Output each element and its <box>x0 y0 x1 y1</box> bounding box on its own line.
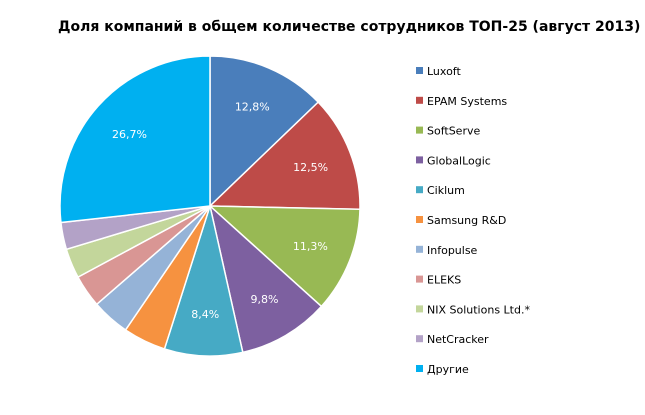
legend-label-globallogic: GlobalLogic <box>427 154 491 167</box>
legend-label-netcracker: NetCracker <box>427 333 489 346</box>
legend-swatch-epam-systems <box>416 96 423 104</box>
pie-slice-softserve <box>207 205 361 308</box>
data-label-epam-systems: 12,5% <box>293 161 328 174</box>
legend-swatch-infopulse <box>416 245 423 253</box>
legend-label-другие: Другие <box>427 363 469 376</box>
data-label-ciklum: 8,4% <box>191 308 219 321</box>
legend-swatch-globallogic <box>416 156 423 164</box>
data-labels: 12,8% 12,5% 11,3% 9,8% 8,4% 26,7% <box>112 101 328 321</box>
data-label-globallogic: 9,8% <box>251 293 279 306</box>
pie-slices <box>59 55 361 357</box>
data-label-luxoft: 12,8% <box>235 101 270 114</box>
pie-slice-globallogic <box>208 203 323 354</box>
legend-swatch-другие <box>416 365 423 372</box>
legend-label-softserve: SoftServe <box>427 125 480 138</box>
legend-swatch-eleks <box>416 275 423 283</box>
legend-label-epam-systems: EPAM Systems <box>427 95 507 108</box>
legend-swatch-luxoft <box>416 67 423 74</box>
data-label-softserve: 11,3% <box>293 240 328 253</box>
legend-label-luxoft: Luxoft <box>427 65 461 78</box>
legend-label-nix-solutions-ltd: NIX Solutions Ltd.* <box>427 303 530 316</box>
chart-title: Доля компаний в общем количестве сотрудн… <box>58 19 640 35</box>
legend-swatch-netcracker <box>416 335 423 343</box>
legend-label-ciklum: Ciklum <box>427 184 465 197</box>
data-label-другие: 26,7% <box>112 128 147 141</box>
legend-label-eleks: ELEKS <box>427 274 461 287</box>
pie-slice-epam-systems <box>208 101 361 211</box>
legend-label-infopulse: Infopulse <box>427 244 478 257</box>
legend-swatch-nix-solutions-ltd <box>416 305 423 313</box>
legend-swatch-softserve <box>416 126 423 134</box>
legend-swatch-ciklum <box>416 186 423 194</box>
pie-slice-luxoft <box>209 55 320 208</box>
legend-label-samsung-r-d: Samsung R&D <box>427 214 506 227</box>
pie-slice-другие <box>59 55 211 224</box>
legend-swatch-samsung-r-d <box>416 216 423 223</box>
legend: Luxoft EPAM Systems SoftServe GlobalLogic Ci… <box>416 65 530 376</box>
